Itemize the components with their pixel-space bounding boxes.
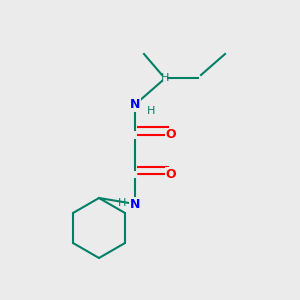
- Text: N: N: [130, 98, 140, 112]
- Text: O: O: [166, 128, 176, 142]
- Text: N: N: [130, 197, 140, 211]
- Text: H: H: [118, 197, 126, 208]
- Text: H: H: [161, 73, 169, 83]
- Text: O: O: [166, 167, 176, 181]
- Text: H: H: [147, 106, 155, 116]
